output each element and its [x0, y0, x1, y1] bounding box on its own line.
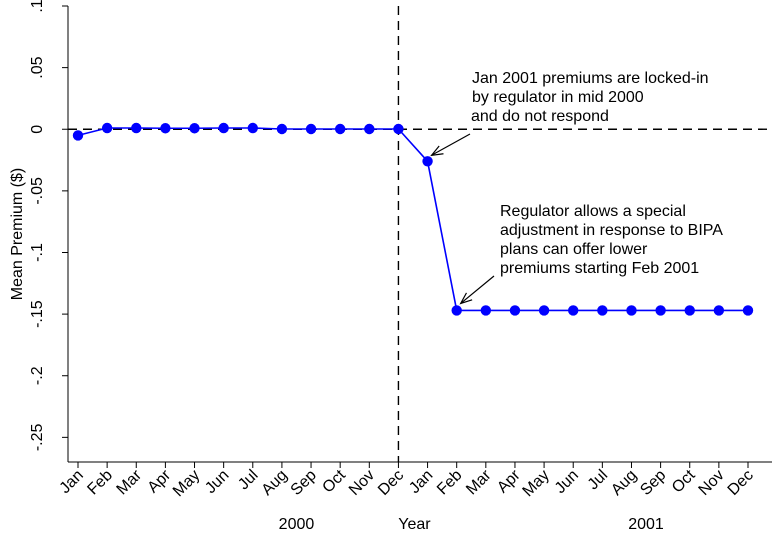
annotation-text: and do not respond — [471, 108, 609, 125]
data-point — [597, 305, 608, 316]
y-tick-label: .05 — [29, 56, 46, 78]
y-tick-label: -.1 — [29, 243, 46, 262]
annotation-arrow-head — [459, 292, 473, 305]
annotation-text: by regulator in mid 2000 — [472, 89, 644, 106]
y-tick-label: -.25 — [29, 423, 46, 451]
year-label: 2000 — [279, 516, 315, 533]
annotation-arrow-head — [430, 145, 444, 157]
annotation-arrow-shaft — [431, 133, 471, 156]
data-point — [568, 305, 579, 316]
data-point — [393, 123, 404, 135]
series-group — [72, 122, 754, 316]
annotation-text: plans can offer lower — [500, 241, 648, 258]
data-point — [422, 156, 433, 167]
data-point — [276, 123, 288, 135]
data-point — [655, 305, 666, 316]
data-point — [160, 123, 171, 134]
data-point — [713, 305, 725, 316]
x-axis-title: Year — [398, 516, 431, 533]
y-tick-label: -.15 — [29, 300, 46, 328]
data-point — [72, 130, 84, 141]
data-point — [189, 123, 200, 134]
y-axis-title: Mean Premium ($) — [9, 168, 26, 300]
data-point — [538, 305, 550, 316]
data-point — [364, 123, 375, 135]
annotation-text: Regulator allows a special — [500, 203, 686, 220]
annotation-text: Jan 2001 premiums are locked-in — [472, 70, 709, 87]
data-point — [218, 122, 229, 134]
data-point — [451, 305, 462, 316]
data-point — [626, 305, 637, 316]
y-tick-label: -.2 — [29, 366, 46, 385]
data-point — [742, 305, 754, 316]
y-tick-label: 0 — [29, 125, 46, 134]
data-point — [480, 305, 492, 316]
annotation-text: adjustment in response to BIPA — [500, 222, 723, 239]
y-tick-label: -.05 — [29, 177, 46, 205]
annotation-arrow-shaft — [460, 275, 495, 304]
data-point — [131, 122, 142, 134]
data-point — [101, 122, 113, 134]
annotations-group: Jan 2001 premiums are locked-in by regula… — [430, 70, 723, 305]
year-label: 2001 — [628, 516, 664, 533]
annotation-text: premiums starting Feb 2001 — [500, 260, 699, 277]
data-point — [247, 122, 258, 134]
data-point — [684, 305, 695, 316]
data-point — [334, 123, 346, 135]
y-tick-label: .1 — [29, 0, 46, 13]
data-point — [509, 305, 521, 316]
data-point — [305, 123, 317, 135]
reference-lines — [68, 6, 772, 462]
